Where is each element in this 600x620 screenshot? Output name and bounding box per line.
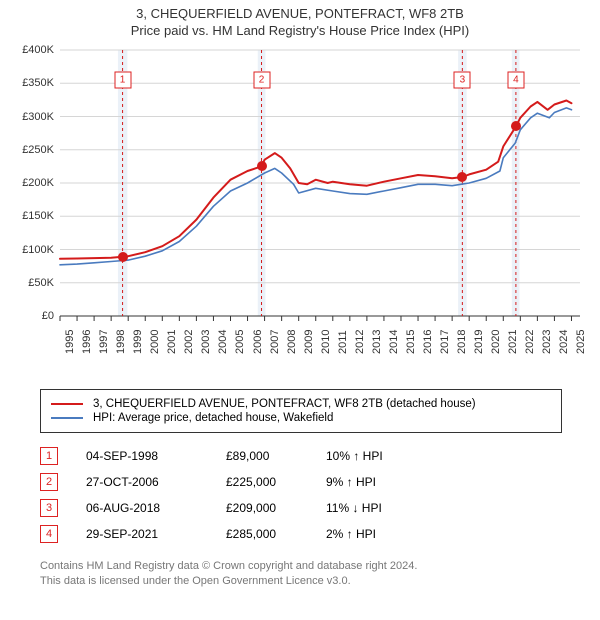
transaction-pct: 2% ↑ HPI (326, 527, 446, 541)
x-tick-label: 2008 (286, 330, 298, 354)
transaction-marker: 1 (40, 447, 58, 465)
transaction-price: £89,000 (226, 449, 326, 463)
x-tick-label: 2004 (217, 330, 229, 354)
y-tick-label: £400K (20, 44, 54, 56)
y-tick-label: £150K (20, 210, 54, 222)
transaction-date: 29-SEP-2021 (86, 527, 226, 541)
transactions-table: 1 04-SEP-1998£89,00010% ↑ HPI 2 27-OCT-2006… (40, 443, 540, 547)
x-tick-label: 2020 (490, 330, 502, 354)
sale-marker-flag: 4 (507, 71, 524, 88)
x-tick-label: 2023 (541, 330, 553, 354)
legend-row: 3, CHEQUERFIELD AVENUE, PONTEFRACT, WF8 … (51, 398, 551, 410)
attribution-caption: Contains HM Land Registry data © Crown c… (40, 559, 540, 590)
transaction-date: 27-OCT-2006 (86, 475, 226, 489)
x-tick-label: 2011 (337, 330, 349, 354)
x-tick-label: 2016 (422, 330, 434, 354)
legend-row: HPI: Average price, detached house, Wake… (51, 412, 551, 424)
transaction-marker: 3 (40, 499, 58, 517)
y-tick-label: £50K (20, 277, 54, 289)
transaction-row: 2 27-OCT-2006£225,0009% ↑ HPI (40, 469, 540, 495)
x-tick-label: 2002 (183, 330, 195, 354)
x-tick-label: 2005 (234, 330, 246, 354)
sale-marker-dot (118, 252, 128, 262)
y-tick-label: £350K (20, 77, 54, 89)
x-tick-label: 1999 (132, 330, 144, 354)
transaction-marker: 4 (40, 525, 58, 543)
legend-label: HPI: Average price, detached house, Wake… (93, 412, 333, 424)
transaction-pct: 9% ↑ HPI (326, 475, 446, 489)
transaction-date: 04-SEP-1998 (86, 449, 226, 463)
x-tick-label: 2006 (252, 330, 264, 354)
legend-swatch (51, 403, 83, 405)
y-tick-label: £300K (20, 111, 54, 123)
price-chart: £0 £50K £100K £150K £200K £250K £300K £350K £400… (20, 46, 590, 381)
transaction-price: £225,000 (226, 475, 326, 489)
transaction-price: £285,000 (226, 527, 326, 541)
title-address: 3, CHEQUERFIELD AVENUE, PONTEFRACT, WF8 … (0, 6, 600, 21)
x-tick-label: 2024 (558, 330, 570, 354)
x-tick-label: 2000 (149, 330, 161, 354)
transaction-pct: 10% ↑ HPI (326, 449, 446, 463)
x-tick-label: 1996 (81, 330, 93, 354)
x-tick-label: 2017 (439, 330, 451, 354)
x-tick-label: 1997 (98, 330, 110, 354)
x-tick-label: 2014 (388, 330, 400, 354)
caption-line-1: Contains HM Land Registry data © Crown c… (40, 559, 540, 574)
transaction-price: £209,000 (226, 501, 326, 515)
sale-marker-dot (457, 172, 467, 182)
x-tick-label: 2025 (575, 330, 587, 354)
x-tick-label: 2022 (524, 330, 536, 354)
legend-label: 3, CHEQUERFIELD AVENUE, PONTEFRACT, WF8 … (93, 398, 476, 410)
x-tick-label: 2012 (354, 330, 366, 354)
x-tick-label: 2009 (303, 330, 315, 354)
sale-marker-dot (257, 161, 267, 171)
x-tick-label: 2021 (507, 330, 519, 354)
sale-marker-flag: 3 (454, 71, 471, 88)
title-subtitle: Price paid vs. HM Land Registry's House … (0, 23, 600, 38)
caption-line-2: This data is licensed under the Open Gov… (40, 574, 540, 589)
x-tick-label: 1995 (64, 330, 76, 354)
transaction-date: 06-AUG-2018 (86, 501, 226, 515)
transaction-row: 3 06-AUG-2018£209,00011% ↓ HPI (40, 495, 540, 521)
y-tick-label: £100K (20, 244, 54, 256)
transaction-pct: 11% ↓ HPI (326, 501, 446, 515)
x-tick-label: 2001 (166, 330, 178, 354)
x-tick-label: 2007 (269, 330, 281, 354)
legend-swatch (51, 417, 83, 419)
transaction-marker: 2 (40, 473, 58, 491)
x-tick-label: 2010 (320, 330, 332, 354)
sale-marker-flag: 2 (253, 71, 270, 88)
y-tick-label: £0 (20, 310, 54, 322)
chart-legend: 3, CHEQUERFIELD AVENUE, PONTEFRACT, WF8 … (40, 389, 562, 433)
sale-marker-dot (511, 121, 521, 131)
x-tick-label: 2013 (371, 330, 383, 354)
x-tick-label: 1998 (115, 330, 127, 354)
x-tick-label: 2019 (473, 330, 485, 354)
x-tick-label: 2015 (405, 330, 417, 354)
chart-titles: 3, CHEQUERFIELD AVENUE, PONTEFRACT, WF8 … (0, 0, 600, 38)
transaction-row: 4 29-SEP-2021£285,0002% ↑ HPI (40, 521, 540, 547)
sale-marker-flag: 1 (114, 71, 131, 88)
x-tick-label: 2018 (456, 330, 468, 354)
y-tick-label: £250K (20, 144, 54, 156)
transaction-row: 1 04-SEP-1998£89,00010% ↑ HPI (40, 443, 540, 469)
x-tick-label: 2003 (200, 330, 212, 354)
y-tick-label: £200K (20, 177, 54, 189)
